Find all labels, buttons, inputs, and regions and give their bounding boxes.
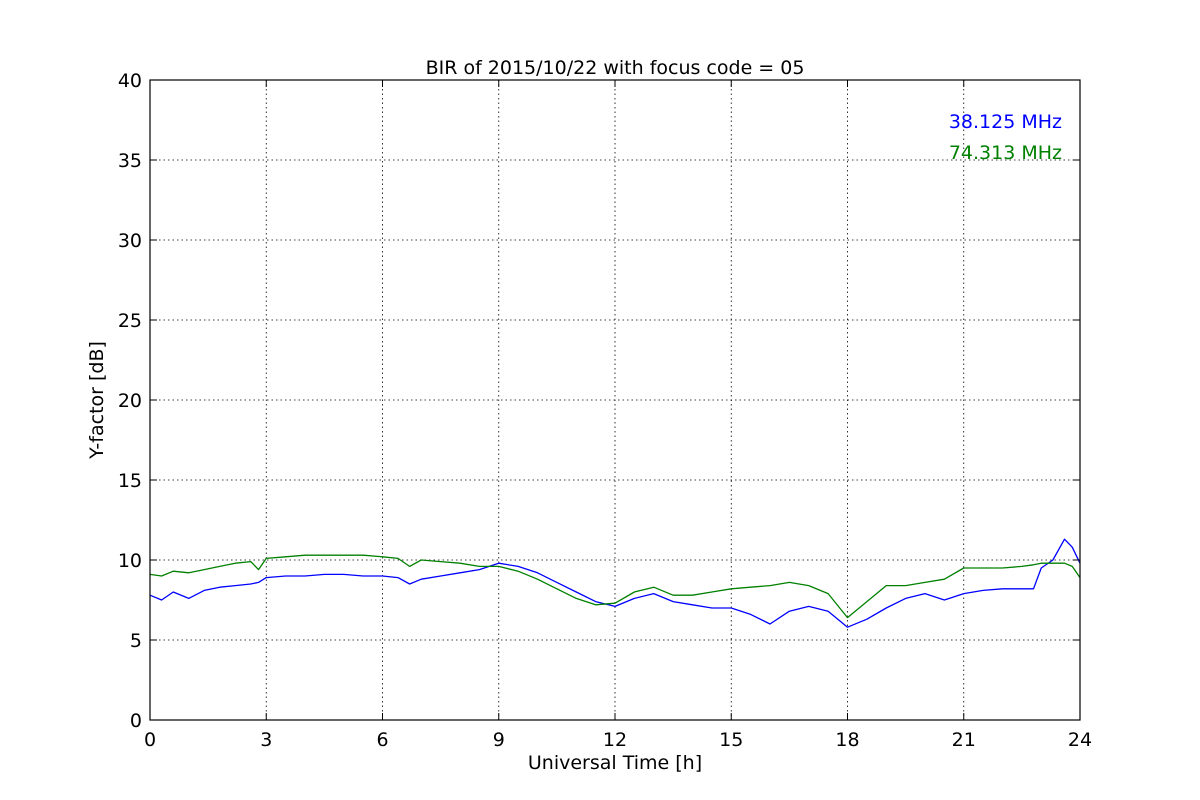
series-line-2 [149, 554, 1081, 619]
legend-entry-1: 38.125 MHz [949, 111, 1062, 133]
series-layer [149, 538, 1081, 628]
legend-entry-2: 74.313 MHz [949, 142, 1062, 164]
chart-title: BIR of 2015/10/22 with focus code = 05 [426, 57, 805, 79]
x-tick-label: 12 [603, 729, 627, 751]
y-tick-label: 25 [118, 310, 142, 332]
grid [150, 80, 1080, 720]
y-tick-label: 30 [118, 230, 142, 252]
legend: 38.125 MHz 74.313 MHz [949, 111, 1062, 164]
y-tick-label: 40 [118, 70, 142, 92]
x-tick-label: 0 [144, 729, 156, 751]
y-tick-label: 20 [118, 390, 142, 412]
x-tick-label: 6 [376, 729, 388, 751]
x-tick-label: 15 [719, 729, 743, 751]
x-tick-label: 9 [493, 729, 505, 751]
y-tick-label: 10 [118, 550, 142, 572]
y-tick-label: 5 [130, 630, 142, 652]
x-tick-label: 3 [260, 729, 272, 751]
ticks: 0 3 6 9 12 15 18 21 24 0 5 10 15 20 25 30 35 40 [118, 70, 1092, 751]
x-axis-label: Universal Time [h] [528, 752, 702, 774]
y-tick-label: 0 [130, 710, 142, 732]
y-tick-label: 15 [118, 470, 142, 492]
y-axis-label: Y-factor [dB] [86, 341, 108, 460]
y-tick-label: 35 [118, 150, 142, 172]
x-tick-label: 21 [952, 729, 976, 751]
x-tick-label: 18 [835, 729, 859, 751]
x-tick-label: 24 [1068, 729, 1092, 751]
